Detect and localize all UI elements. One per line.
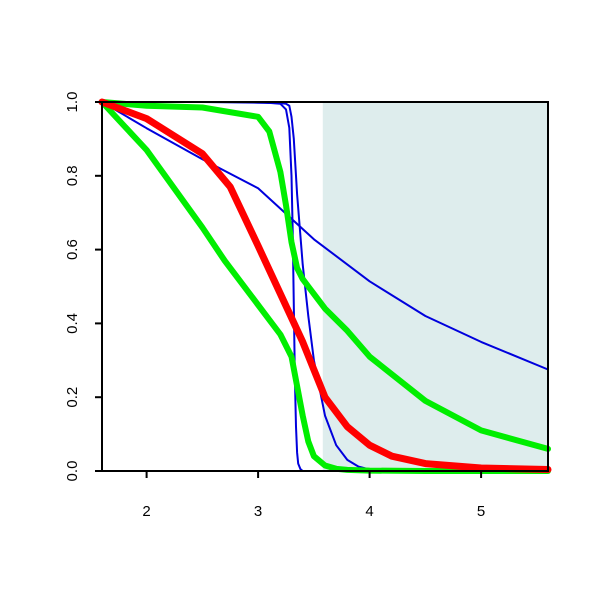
- y-axis: 0.0 0.2 0.4 0.6 0.8 1.0: [64, 92, 102, 482]
- y-tick-label: 0.0: [64, 461, 81, 482]
- x-axis: 2 3 4 5: [142, 471, 485, 520]
- x-tick-label: 3: [254, 503, 262, 520]
- y-tick-label: 0.8: [64, 165, 81, 186]
- y-tick-label: 1.0: [64, 92, 81, 113]
- series-layer: [98, 98, 552, 474]
- series-line-4: [99, 99, 551, 452]
- shaded-region: [322, 102, 548, 471]
- y-tick-label: 0.4: [64, 313, 81, 334]
- x-tick-label: 5: [477, 503, 485, 520]
- shaded-region-layer: [322, 102, 548, 471]
- series-line-6: [98, 98, 552, 473]
- series-line-1: [101, 101, 549, 371]
- plot-frame: [101, 101, 549, 472]
- y-tick-label: 0.2: [64, 387, 81, 408]
- y-tick-label: 0.6: [64, 239, 81, 260]
- x-tick-label: 4: [365, 503, 373, 520]
- x-tick-label: 2: [142, 503, 150, 520]
